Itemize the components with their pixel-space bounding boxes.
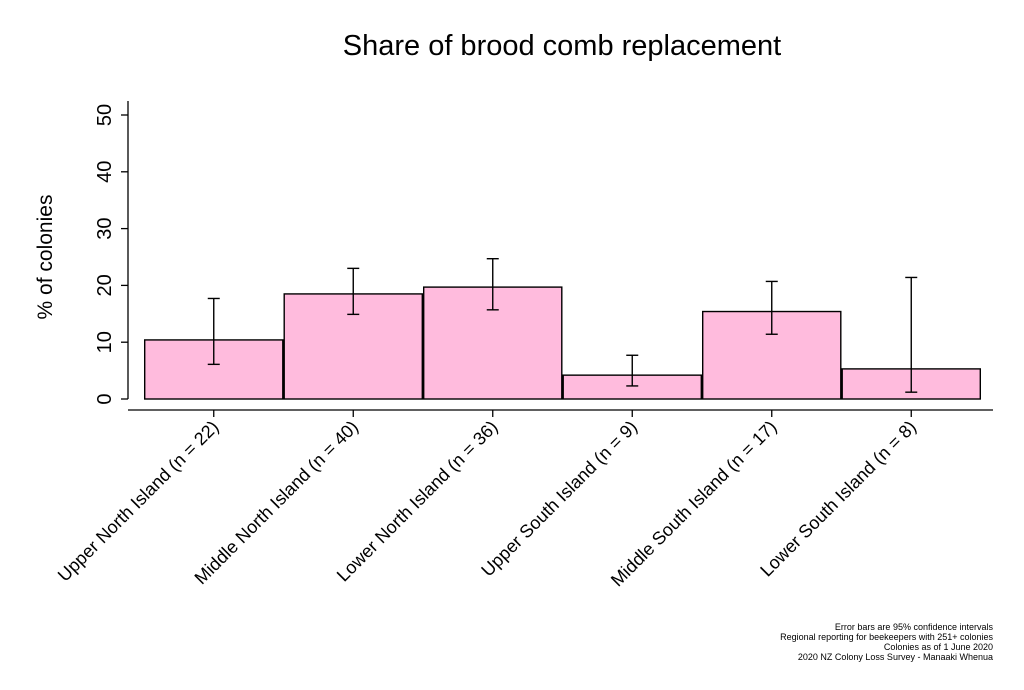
error-bar [765,280,778,335]
footnote-2: Regional reporting for beekeepers with 2… [780,632,993,642]
x-tick-label: Upper North Island (n = 22) [54,417,223,586]
error-bar [207,297,220,366]
error-bars [207,258,918,393]
footnote-3: Colonies as of 1 June 2020 [884,642,993,652]
y-tick-label: 30 [94,217,116,239]
y-axis-label: % of colonies [34,195,57,320]
y-tick-label: 10 [94,331,116,353]
bars [143,286,982,400]
y-tick-label: 50 [94,104,116,126]
x-tick-label: Lower South Island (n = 8) [756,417,920,581]
footnotes: Error bars are 95% confidence intervals … [780,622,993,662]
footnote-1: Error bars are 95% confidence intervals [835,622,994,632]
chart-title: Share of brood comb replacement [343,30,781,62]
x-tick-label: Middle North Island (n = 40) [191,417,363,589]
error-bar [347,267,360,316]
y-tick-label: 20 [94,274,116,296]
y-tick-label: 40 [94,161,116,183]
x-tick-label: Lower North Island (n = 36) [333,417,502,586]
error-bar [486,258,499,311]
footnote-4: 2020 NZ Colony Loss Survey - Manaaki Whe… [798,652,993,662]
x-tick-label: Middle South Island (n = 17) [607,417,781,591]
y-ticks: 0 10 20 30 40 50 [94,104,128,405]
y-tick-label: 0 [94,393,116,404]
x-ticks: Upper North Island (n = 22)Middle North … [54,410,920,590]
error-bar [905,276,918,393]
error-bar [626,354,639,387]
x-tick-label: Upper South Island (n = 9) [477,417,641,581]
